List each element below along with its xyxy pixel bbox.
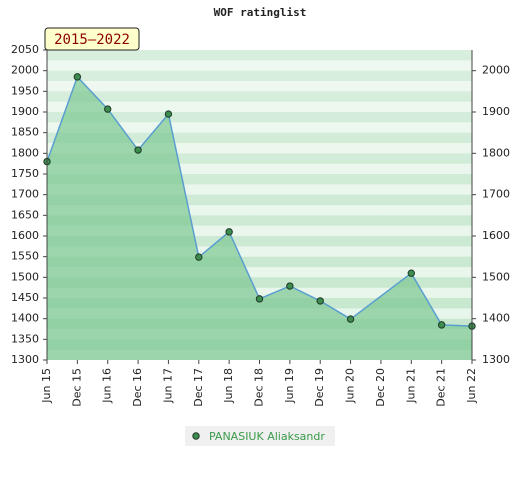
x-tick-label: Jun 19 — [283, 368, 296, 404]
point — [407, 269, 415, 277]
y-tick-label: 1650 — [11, 208, 39, 221]
y2-tick-label: 1700 — [482, 188, 510, 201]
legend-label: PANASIUK Aliaksandr — [209, 430, 325, 443]
x-tick-label: Dec 16 — [131, 368, 144, 407]
point — [316, 297, 324, 305]
point — [104, 105, 112, 113]
x-tick-label: Jun 17 — [161, 368, 174, 404]
y2-tick-label: 1600 — [482, 229, 510, 242]
x-tick-label: Jun 22 — [465, 368, 478, 404]
y-tick-label: 1600 — [11, 229, 39, 242]
x-tick-label: Dec 21 — [435, 368, 448, 407]
y-tick-label: 2050 — [11, 43, 39, 56]
y-tick-label: 1550 — [11, 250, 39, 263]
point — [225, 228, 233, 236]
x-tick-label: Dec 18 — [253, 368, 266, 407]
x-tick-label: Jun 15 — [40, 368, 53, 404]
y2-tick-label: 1900 — [482, 105, 510, 118]
point — [437, 321, 446, 329]
y2-tick-label: 1500 — [482, 270, 510, 283]
y-tick-label: 1950 — [11, 84, 39, 97]
y-tick-label: 1450 — [11, 291, 39, 304]
x-tick-label: Jun 16 — [101, 368, 114, 404]
badge-box — [44, 27, 140, 51]
point — [164, 110, 173, 118]
x-tick-label: Dec 15 — [70, 368, 83, 407]
point — [134, 146, 142, 154]
y2-tick-label: 1400 — [482, 312, 510, 325]
y2-tick-label: 2000 — [482, 64, 510, 77]
y-tick-label: 1300 — [11, 353, 39, 366]
point — [73, 73, 82, 81]
x-tick-label: Dec 20 — [374, 368, 387, 407]
area — [47, 76, 472, 360]
badge: 2015–2022 — [54, 32, 130, 48]
x-tick-label: Dec 19 — [313, 368, 326, 407]
y-tick-label: 1750 — [11, 167, 39, 180]
chart-title: WOF ratinglist — [214, 6, 307, 19]
point — [346, 315, 355, 323]
point — [255, 295, 264, 303]
y-tick-label: 1850 — [11, 126, 39, 139]
y-tick-label: 1400 — [11, 312, 39, 325]
x-tick-label: Jun 21 — [404, 368, 417, 404]
point — [286, 282, 294, 290]
x-tick-label: Dec 17 — [192, 368, 205, 407]
y-tick-label: 2000 — [11, 64, 39, 77]
point — [195, 253, 203, 261]
y-tick-label: 1500 — [11, 270, 39, 283]
line — [46, 75, 473, 327]
y-tick-label: 1350 — [11, 332, 39, 345]
x-tick-label: Jun 18 — [222, 368, 235, 404]
y-tick-label: 1800 — [11, 146, 39, 159]
legend-box — [185, 426, 335, 446]
y-tick-label: 1900 — [11, 105, 39, 118]
y-tick-label: 1700 — [11, 188, 39, 201]
legend-marker — [192, 432, 200, 440]
y2-tick-label: 1800 — [482, 146, 510, 159]
x-tick-label: Jun 20 — [344, 368, 357, 404]
y2-tick-label: 1300 — [482, 353, 510, 366]
